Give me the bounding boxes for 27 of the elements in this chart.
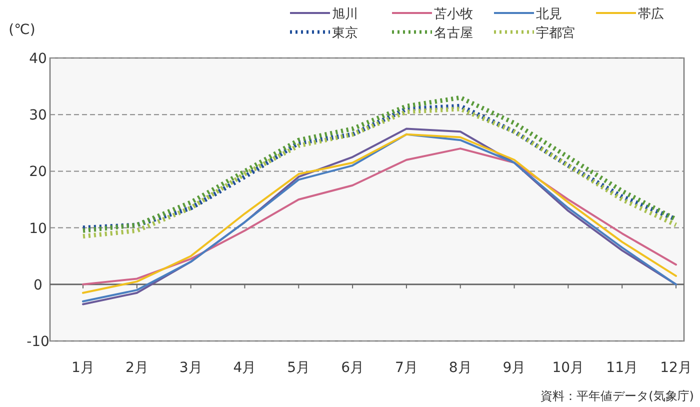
legend-label: 宇都宮	[536, 25, 575, 41]
legend-label: 北見	[536, 7, 562, 22]
y-tick-label: 0	[34, 277, 42, 294]
x-tick-label: 7月	[394, 360, 418, 376]
x-tick-label: 10月	[552, 360, 584, 376]
x-tick-label: 12月	[660, 360, 692, 376]
x-tick-label: 4月	[233, 360, 256, 376]
x-tick-label: 1月	[72, 360, 94, 376]
text: 資料：平年値データ(気象庁)	[540, 389, 694, 403]
legend-label: 苫小牧	[434, 7, 473, 22]
y-tick-label: 20	[29, 164, 47, 180]
x-tick-label: 8月	[448, 360, 472, 376]
y-axis-title: (℃)	[8, 22, 36, 38]
legend-label: 帯広	[638, 6, 664, 22]
x-tick-label: 5月	[287, 360, 310, 376]
legend-label: 名古屋	[434, 26, 473, 41]
legend-label: 旭川	[332, 7, 358, 22]
x-tick-label: 6月	[341, 360, 364, 376]
y-tick-label: 30	[29, 108, 47, 124]
legend-label: 東京	[332, 26, 358, 41]
x-tick-label: 11月	[606, 360, 638, 376]
x-tick-label: 2月	[125, 360, 148, 376]
y-tick-label: -10	[26, 334, 50, 350]
x-tick-label: 3月	[179, 360, 202, 376]
y-tick-label: 10	[29, 220, 47, 237]
y-tick-label: 40	[29, 51, 47, 67]
x-tick-label: 9月	[502, 360, 526, 376]
